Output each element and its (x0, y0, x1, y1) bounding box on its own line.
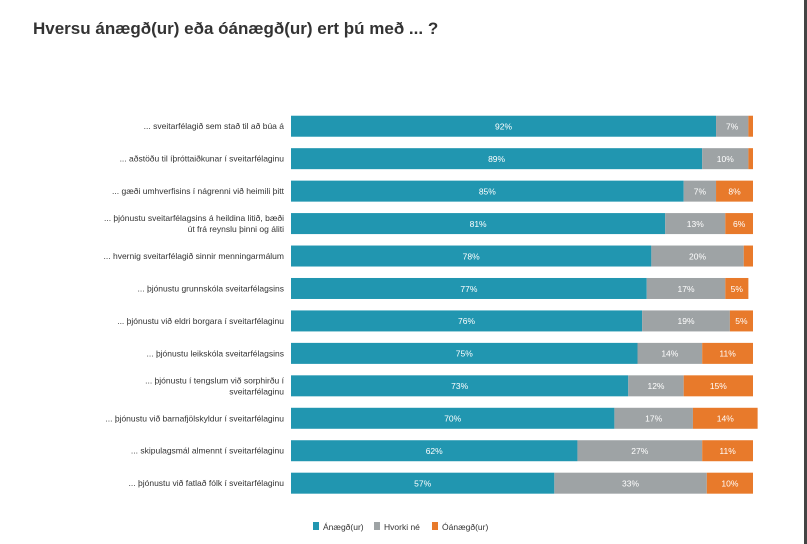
data-label: 92% (495, 122, 512, 132)
bar-segment (291, 245, 652, 267)
bar-segment (291, 310, 643, 332)
bar-segment (706, 472, 753, 494)
data-label: 12% (647, 381, 664, 391)
bar-segment (716, 115, 749, 137)
bar-segment (291, 180, 684, 202)
data-label: 78% (463, 251, 480, 261)
data-label: 75% (456, 349, 473, 359)
bar-segment (651, 245, 744, 267)
legend-label: Óánægð(ur) (442, 522, 488, 532)
legend-label: Ánægð(ur) (323, 522, 364, 532)
data-label: 7% (694, 186, 707, 196)
category-label: ... þjónustu við fatlað fólk í sveitarfé… (129, 478, 285, 488)
data-label: 73% (451, 381, 468, 391)
bar-segment (577, 440, 703, 462)
bar-segment (291, 115, 717, 137)
data-label: 14% (717, 414, 734, 424)
category-label-group: ... sveitarfélagið sem stað til að búa á… (104, 121, 285, 488)
data-label: 14% (661, 349, 678, 359)
bar-segment (683, 180, 717, 202)
bar-segment (291, 213, 666, 235)
bar-segment (716, 180, 753, 202)
data-label: 17% (678, 284, 695, 294)
category-label: ... þjónustu við eldri borgara í sveitar… (117, 316, 284, 326)
legend-swatch (313, 522, 319, 530)
bar-segment (291, 472, 555, 494)
bar-segment (683, 375, 753, 397)
bar-segment (642, 310, 730, 332)
bar-segment (665, 213, 726, 235)
data-label: 5% (735, 316, 748, 326)
bar-segment (291, 277, 647, 299)
data-label: 70% (444, 414, 461, 424)
data-label: 10% (717, 154, 734, 164)
chart-title: Hversu ánægð(ur) eða óánægð(ur) ert þú m… (33, 19, 439, 38)
category-label: ... þjónustu grunnskóla sveitarfélagsins (138, 283, 284, 293)
bar-segment (291, 342, 638, 364)
legend-swatch (374, 522, 380, 530)
data-label: 81% (470, 219, 487, 229)
bar-segment (743, 245, 753, 267)
data-label: 11% (719, 446, 736, 456)
bar-segment (614, 407, 693, 429)
data-label: 85% (479, 186, 496, 196)
data-label: 17% (645, 414, 662, 424)
bar-segment (702, 342, 753, 364)
data-label: 62% (426, 446, 443, 456)
bar-segment (702, 148, 749, 170)
bar-segment (748, 115, 753, 137)
data-label: 89% (488, 154, 505, 164)
bar-segment (748, 148, 753, 170)
window-edge (804, 0, 807, 544)
category-label: ... sveitarfélagið sem stað til að búa á (144, 121, 285, 131)
data-label: 13% (687, 219, 704, 229)
data-label: 19% (678, 316, 695, 326)
category-label: ... þjónustu leikskóla sveitarfélagsins (147, 348, 285, 358)
bar-segment (702, 440, 753, 462)
bar-segment (725, 277, 749, 299)
bar-segment (291, 148, 703, 170)
bar-group: 92% 7% 89% 10% 85% 7% 8% 81% 13% 6% 78% 20% 77% 17% 5%… (291, 115, 758, 494)
data-label: 27% (631, 446, 648, 456)
bar-segment (554, 472, 707, 494)
legend-label: Hvorki né (384, 522, 420, 532)
bar-segment (291, 407, 615, 429)
data-label: 33% (622, 478, 639, 488)
bar-segment (291, 440, 578, 462)
data-label: 77% (460, 284, 477, 294)
data-label: 7% (726, 122, 739, 132)
bar-segment (637, 342, 703, 364)
category-label: ... þjónustu sveitarfélagsins á heildina… (104, 213, 284, 234)
bar-segment (692, 407, 758, 429)
bar-segment (646, 277, 726, 299)
bar-segment (291, 375, 629, 397)
legend: Ánægð(ur) Hvorki né Óánægð(ur) (313, 522, 488, 532)
data-label: 76% (458, 316, 475, 326)
data-label: 10% (721, 478, 738, 488)
category-label: ... þjónustu við barnafjölskyldur í svei… (105, 413, 284, 423)
data-label: 6% (733, 219, 746, 229)
data-label: 5% (731, 284, 744, 294)
category-label: ... gæði umhverfisins í nágrenni við hei… (112, 186, 285, 196)
category-label: ... aðstöðu til íþróttaiðkunar í sveitar… (120, 154, 285, 164)
data-label: 8% (728, 186, 741, 196)
category-label: ... hvernig sveitarfélagið sinnir mennin… (104, 251, 284, 261)
category-label: ... skipulagsmál almennt í sveitarfélagi… (131, 446, 284, 456)
data-label: 15% (710, 381, 727, 391)
bar-segment (729, 310, 753, 332)
data-label: 57% (414, 478, 431, 488)
data-label: 20% (689, 251, 706, 261)
legend-swatch (432, 522, 438, 530)
bar-segment (628, 375, 684, 397)
bar-segment (725, 213, 753, 235)
data-label: 11% (719, 349, 736, 359)
